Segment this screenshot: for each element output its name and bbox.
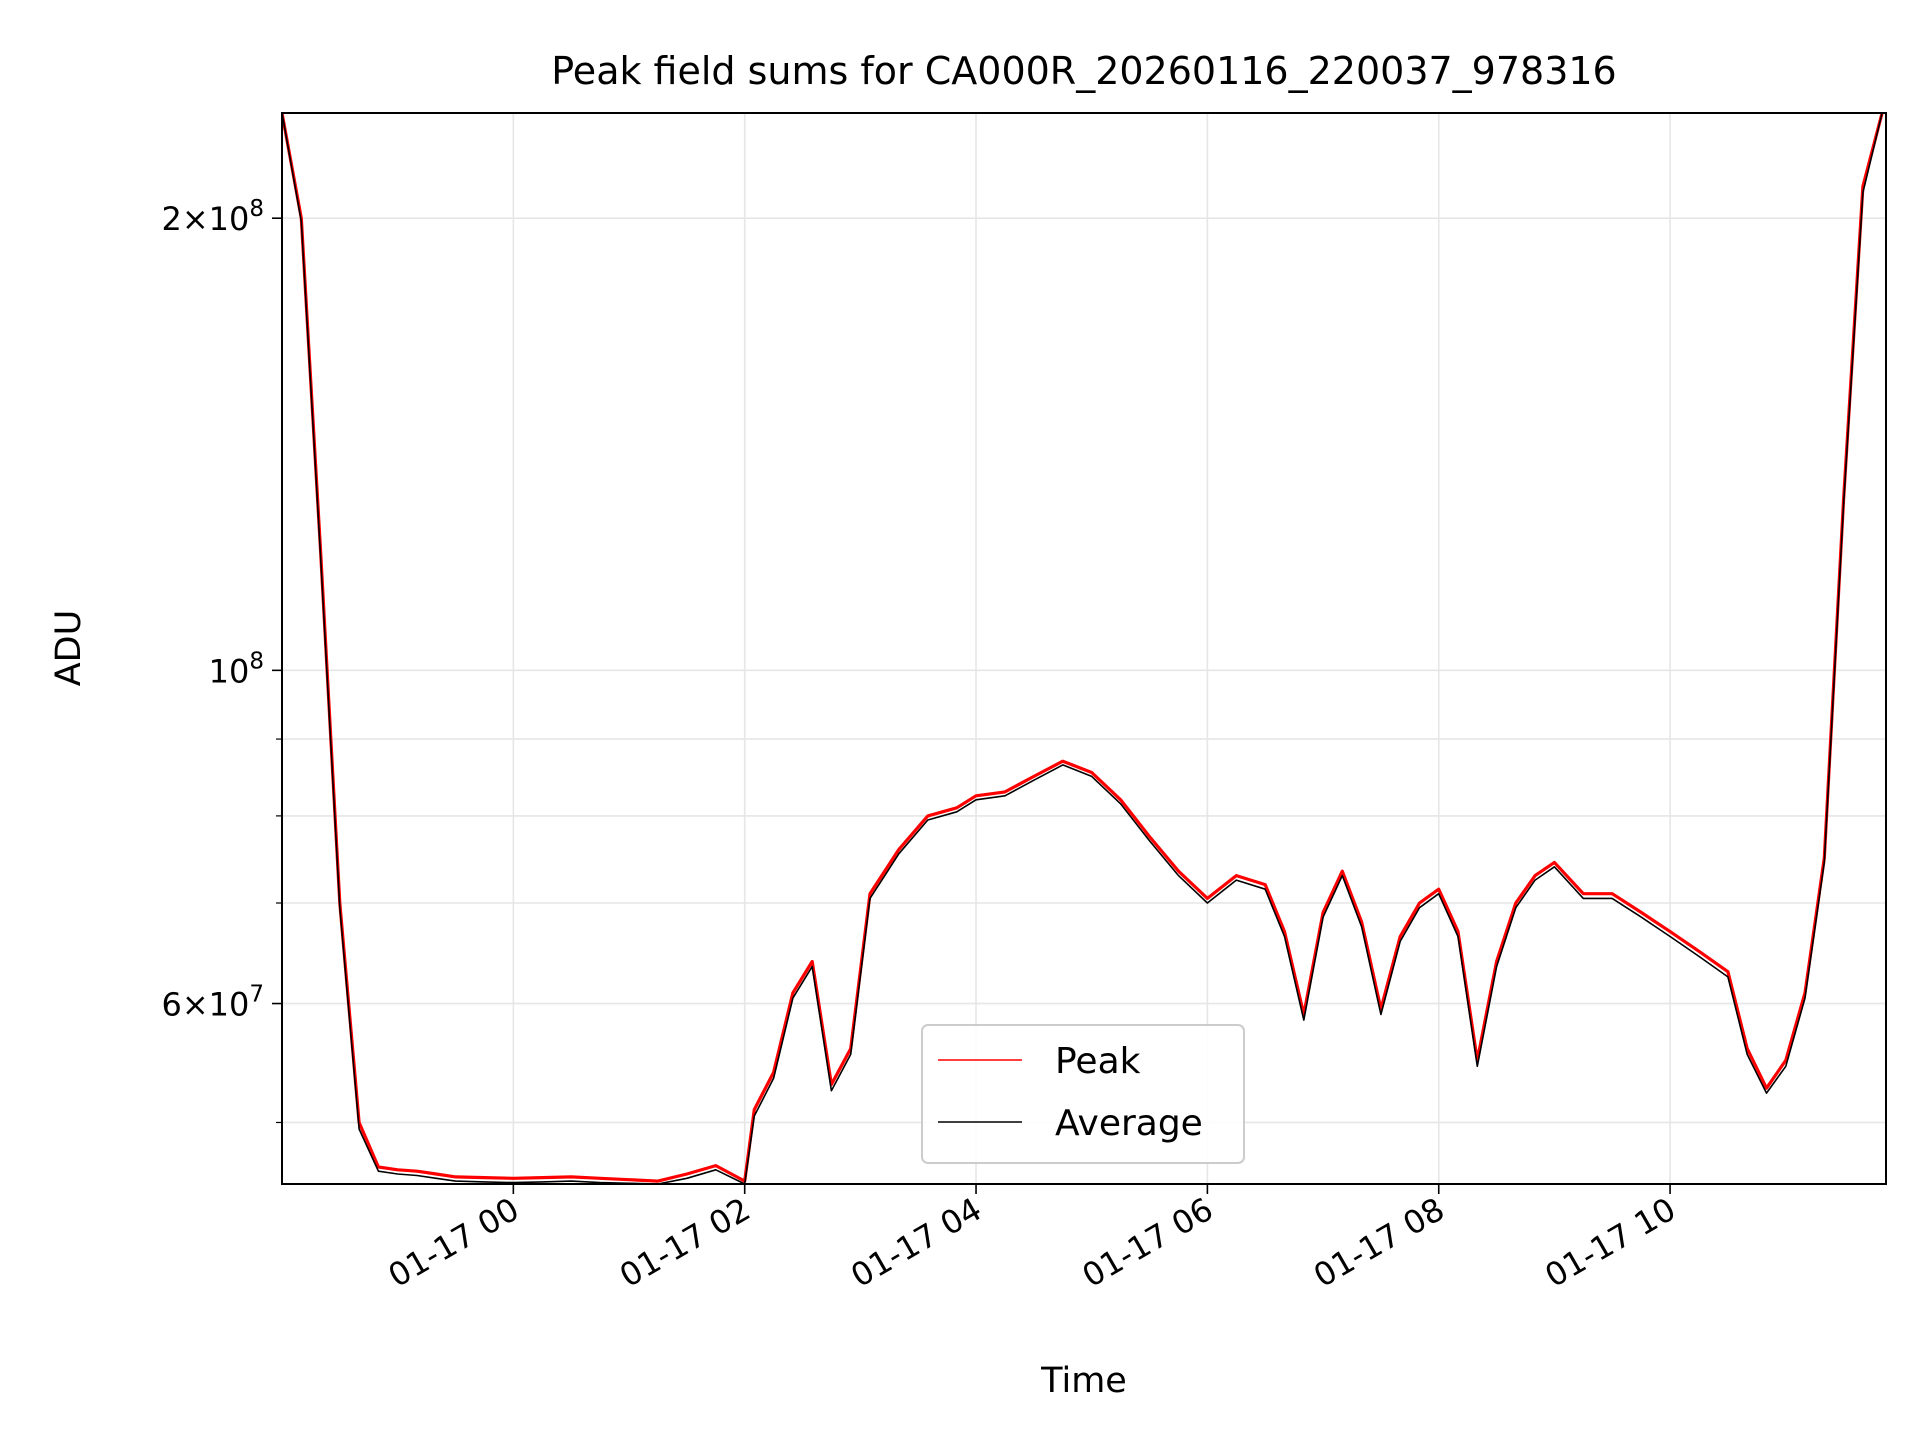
- x-axis-label: Time: [1040, 1361, 1127, 1401]
- y-tick-label: 6×107: [161, 982, 264, 1024]
- legend: Peak Average: [921, 1024, 1245, 1164]
- y-axis-label: ADU: [49, 610, 89, 687]
- legend-peak-label: Peak: [1055, 1041, 1141, 1082]
- y-tick-label: 2×108: [161, 196, 264, 238]
- legend-average-label: Average: [1055, 1103, 1203, 1144]
- series-layer: [282, 113, 1884, 1184]
- chart-title: Peak field sums for CA000R_20260116_2200…: [551, 49, 1616, 93]
- plot-frame: [281, 112, 1887, 1185]
- series-line-average: [282, 113, 1883, 1184]
- series-line-peak: [282, 113, 1884, 1183]
